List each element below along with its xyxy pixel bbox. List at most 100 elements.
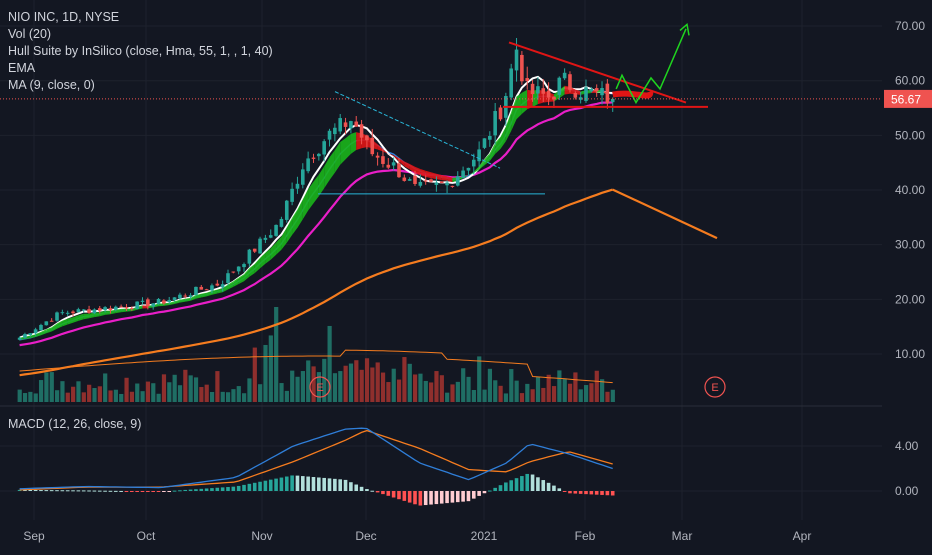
candle-body (520, 54, 524, 82)
candle-body (124, 306, 129, 309)
macd-line (19, 427, 613, 490)
macd-histogram-bar (488, 490, 492, 492)
candle-body (605, 83, 610, 104)
macd-histogram-bar (156, 491, 161, 492)
macd-histogram-bar (557, 488, 562, 491)
candle-body (488, 136, 492, 140)
legend-hull-suite[interactable]: Hull Suite by InSilico (close, Hma, 55, … (8, 44, 273, 58)
volume-bar (493, 380, 498, 402)
hull-band-segment (436, 173, 442, 181)
hull-band-segment (479, 159, 485, 170)
volume-bar (306, 360, 311, 402)
candle-body (343, 122, 348, 127)
earnings-marker[interactable] (309, 376, 331, 398)
time-axis-label: Oct (137, 529, 156, 543)
macd-histogram-bar (17, 489, 22, 491)
hull-band-segment (308, 181, 314, 211)
hull-band-segment (83, 313, 90, 320)
volume-bar (145, 381, 151, 402)
legend-macd[interactable]: MACD (12, 26, close, 9) (8, 417, 142, 431)
candle-body (306, 158, 310, 172)
candle-body (215, 283, 220, 286)
legend-ema[interactable]: EMA (8, 61, 36, 75)
volume-bar (311, 366, 316, 402)
candle-body (594, 88, 599, 92)
candle-body (514, 49, 519, 71)
earnings-marker-label: E (316, 382, 323, 394)
volume-bar (279, 383, 284, 402)
volume-bar (81, 392, 86, 402)
price-axis-tick: 30.00 (895, 238, 925, 252)
volume-bar (573, 372, 578, 402)
macd-histogram-bar (466, 491, 471, 502)
candle-body (274, 224, 278, 236)
hull-band-segment (238, 274, 244, 284)
volume-bar (204, 384, 209, 402)
volume-ma-line (19, 349, 613, 384)
volume-bar (343, 365, 348, 402)
hull-band-segment (158, 303, 164, 307)
macd-histogram-bar (600, 491, 604, 495)
candle-body (210, 285, 214, 291)
hull-band-segment (473, 166, 480, 173)
volume-bar (199, 387, 204, 402)
hull-band-segment (110, 309, 116, 315)
candle-body (418, 181, 423, 186)
candle-body (81, 309, 86, 311)
chart-legend: NIO INC, 1D, NYSE Vol (20) Hull Suite by… (8, 9, 273, 94)
volume-bar (418, 373, 423, 402)
hull-band-segment (126, 308, 132, 312)
macd-histogram-bar (76, 490, 81, 492)
volume-bar (188, 375, 193, 402)
candle-body (546, 90, 551, 98)
candle-body (584, 87, 588, 101)
hull-band-segment (115, 308, 122, 314)
macd-histogram-bar (573, 491, 578, 494)
macd-histogram-bar (365, 489, 369, 491)
legend-volume[interactable]: Vol (20) (8, 27, 52, 41)
candle-body (578, 97, 583, 100)
candle-body (146, 299, 150, 307)
candle-body (231, 271, 236, 273)
candle-body (290, 188, 294, 202)
candle-body (242, 264, 246, 268)
candle-body (434, 182, 439, 185)
candle-body (482, 138, 487, 148)
candle-body (509, 68, 513, 98)
macd-histogram-bar (536, 477, 540, 491)
price-axis-tick: 70.00 (895, 19, 925, 33)
candle-body (525, 78, 530, 81)
volume-bar (274, 307, 279, 402)
macd-histogram-bar (258, 481, 262, 491)
candle-body (226, 273, 230, 283)
candle-body (92, 309, 97, 314)
legend-ma[interactable]: MA (9, close, 0) (8, 78, 95, 92)
candle-body (44, 321, 49, 326)
hull-band-segment (420, 169, 426, 177)
macd-histogram-bar (113, 490, 118, 492)
volume-bar (332, 373, 338, 402)
macd-histogram-bar (55, 490, 59, 492)
candle-body (49, 320, 54, 322)
candle-body (375, 155, 380, 158)
volume-bar (514, 380, 519, 402)
volume-bar (375, 362, 380, 402)
earnings-marker[interactable] (704, 376, 726, 398)
hull-band-segment (302, 189, 309, 220)
volume-bar (242, 393, 247, 402)
symbol-title[interactable]: NIO INC, 1D, NYSE (8, 10, 120, 24)
hull-band-segment (94, 312, 100, 318)
projection-arrow-head (679, 22, 690, 36)
volume-bar (263, 344, 268, 402)
candle-body (589, 88, 594, 92)
macd-histogram-bar (418, 491, 423, 506)
macd-histogram-bar (151, 491, 155, 492)
hull-band-segment (276, 236, 282, 255)
volume-bar (236, 386, 241, 402)
hull-band-segment (179, 298, 186, 303)
macd-histogram-bar (402, 491, 407, 501)
volume-bar (402, 357, 407, 402)
candle-body (445, 182, 449, 186)
